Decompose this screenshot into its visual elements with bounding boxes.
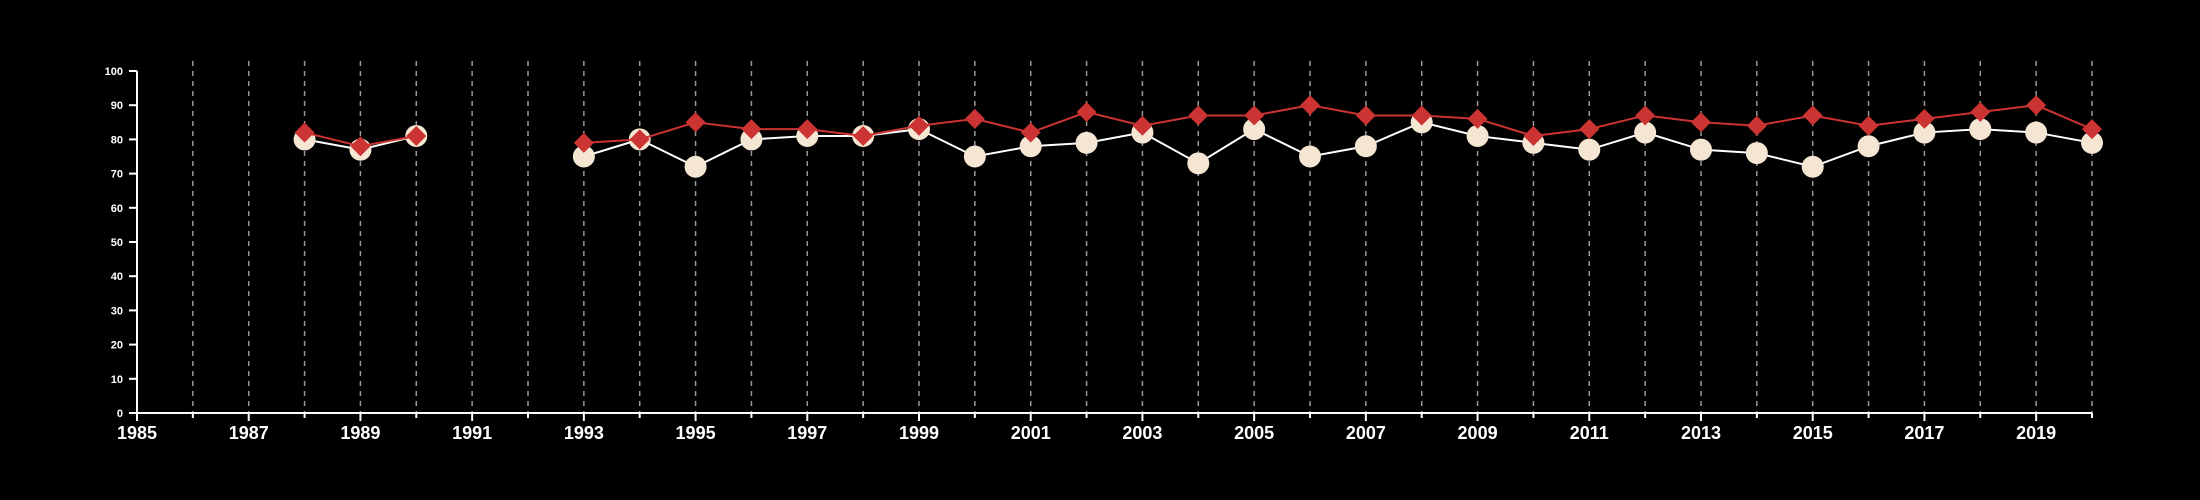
data-point-diamond <box>573 132 594 153</box>
data-point-diamond <box>1020 122 1041 143</box>
data-point-circle <box>1075 131 1098 154</box>
data-point-diamond <box>1523 125 1544 146</box>
data-point-circle <box>2025 121 2048 144</box>
y-tick-label: 40 <box>111 271 123 283</box>
data-point-diamond <box>1858 115 1879 136</box>
vertical-gridlines <box>192 61 2093 413</box>
data-point-diamond <box>1188 105 1209 126</box>
y-tick-label: 80 <box>111 134 123 146</box>
data-point-diamond <box>1802 105 1823 126</box>
series-1-line <box>583 121 2093 168</box>
data-point-diamond <box>2026 95 2047 116</box>
x-tick-label: 1993 <box>564 423 604 443</box>
data-point-circle <box>1354 135 1377 158</box>
series-2-line <box>583 104 2093 144</box>
x-tick-label: 1999 <box>899 423 939 443</box>
data-point-diamond <box>853 125 874 146</box>
data-point-circle <box>1578 138 1601 161</box>
y-tick-label: 10 <box>111 374 123 386</box>
data-point-circle <box>1019 135 1042 158</box>
data-point-circle <box>1969 118 1992 141</box>
data-point-circle <box>963 145 986 168</box>
x-tick-label: 2009 <box>1458 423 1498 443</box>
x-tick-label: 2019 <box>2016 423 2056 443</box>
data-point-circle <box>1745 142 1768 165</box>
data-point-diamond <box>741 119 762 140</box>
data-point-diamond <box>1914 108 1935 129</box>
x-tick-label: 2013 <box>1681 423 1721 443</box>
x-tick-label: 1985 <box>117 423 157 443</box>
x-tick-label: 2001 <box>1011 423 1051 443</box>
data-point-circle <box>1690 138 1712 161</box>
x-tick-label: 2017 <box>1904 423 1944 443</box>
x-tick-label: 2015 <box>1793 423 1833 443</box>
y-tick-label: 90 <box>111 100 123 112</box>
x-tick-label: 2007 <box>1346 423 1386 443</box>
data-point-circle <box>1801 155 1824 178</box>
data-point-diamond <box>1635 105 1656 126</box>
data-point-diamond <box>294 122 315 143</box>
data-point-circle <box>1466 124 1489 147</box>
y-tick-label: 100 <box>105 66 123 78</box>
data-point-diamond <box>964 108 985 129</box>
data-point-diamond <box>1355 105 1376 126</box>
data-point-diamond <box>1746 115 1767 136</box>
data-point-circle <box>572 145 595 168</box>
data-point-diamond <box>1132 115 1153 136</box>
data-point-diamond <box>685 112 706 133</box>
x-tick-label: 1995 <box>676 423 716 443</box>
data-point-diamond <box>1970 102 1991 123</box>
y-tick-label: 30 <box>111 305 123 317</box>
x-tick-label: 1989 <box>340 423 380 443</box>
axes: 1985 1987 1989 1991 1993 1995 1997 1999 2001 2003… <box>105 66 2093 443</box>
x-tick-label: 2005 <box>1234 423 1274 443</box>
data-point-circle <box>2081 131 2103 154</box>
data-point-circle <box>1913 121 1936 144</box>
data-point-circle <box>684 155 707 178</box>
data-point-circle <box>740 128 763 151</box>
data-point-diamond <box>1579 119 1600 140</box>
data-point-diamond <box>1411 105 1432 126</box>
x-tick-label: 2003 <box>1122 423 1162 443</box>
data-point-diamond <box>350 136 371 157</box>
y-tick-label: 0 <box>117 408 123 420</box>
data-point-circle <box>1634 121 1657 144</box>
y-tick-label: 60 <box>111 203 123 215</box>
x-tick-label: 2011 <box>1570 423 1609 443</box>
data-point-diamond <box>797 119 818 140</box>
y-tick-label: 50 <box>111 237 123 249</box>
data-point-circle <box>1857 135 1880 158</box>
data-point-circle <box>1243 118 1266 141</box>
y-tick-label: 70 <box>111 169 123 181</box>
data-point-diamond <box>909 115 929 136</box>
series-2 <box>294 95 2102 157</box>
data-point-circle <box>1299 145 1321 168</box>
data-point-diamond <box>629 129 650 150</box>
data-point-diamond <box>1691 112 1711 133</box>
y-tick-label: 20 <box>111 340 123 352</box>
data-point-diamond <box>1467 108 1488 129</box>
data-point-circle <box>1187 152 1210 175</box>
data-point-diamond <box>406 125 427 146</box>
x-tick-label: 1987 <box>229 423 269 443</box>
data-point-diamond <box>2082 119 2102 140</box>
x-tick-label: 1991 <box>452 423 492 443</box>
series-layer <box>293 95 2103 178</box>
data-point-diamond <box>1300 95 1320 116</box>
data-point-diamond <box>1076 102 1097 123</box>
data-point-diamond <box>1244 105 1265 126</box>
x-tick-label: 1997 <box>787 423 827 443</box>
